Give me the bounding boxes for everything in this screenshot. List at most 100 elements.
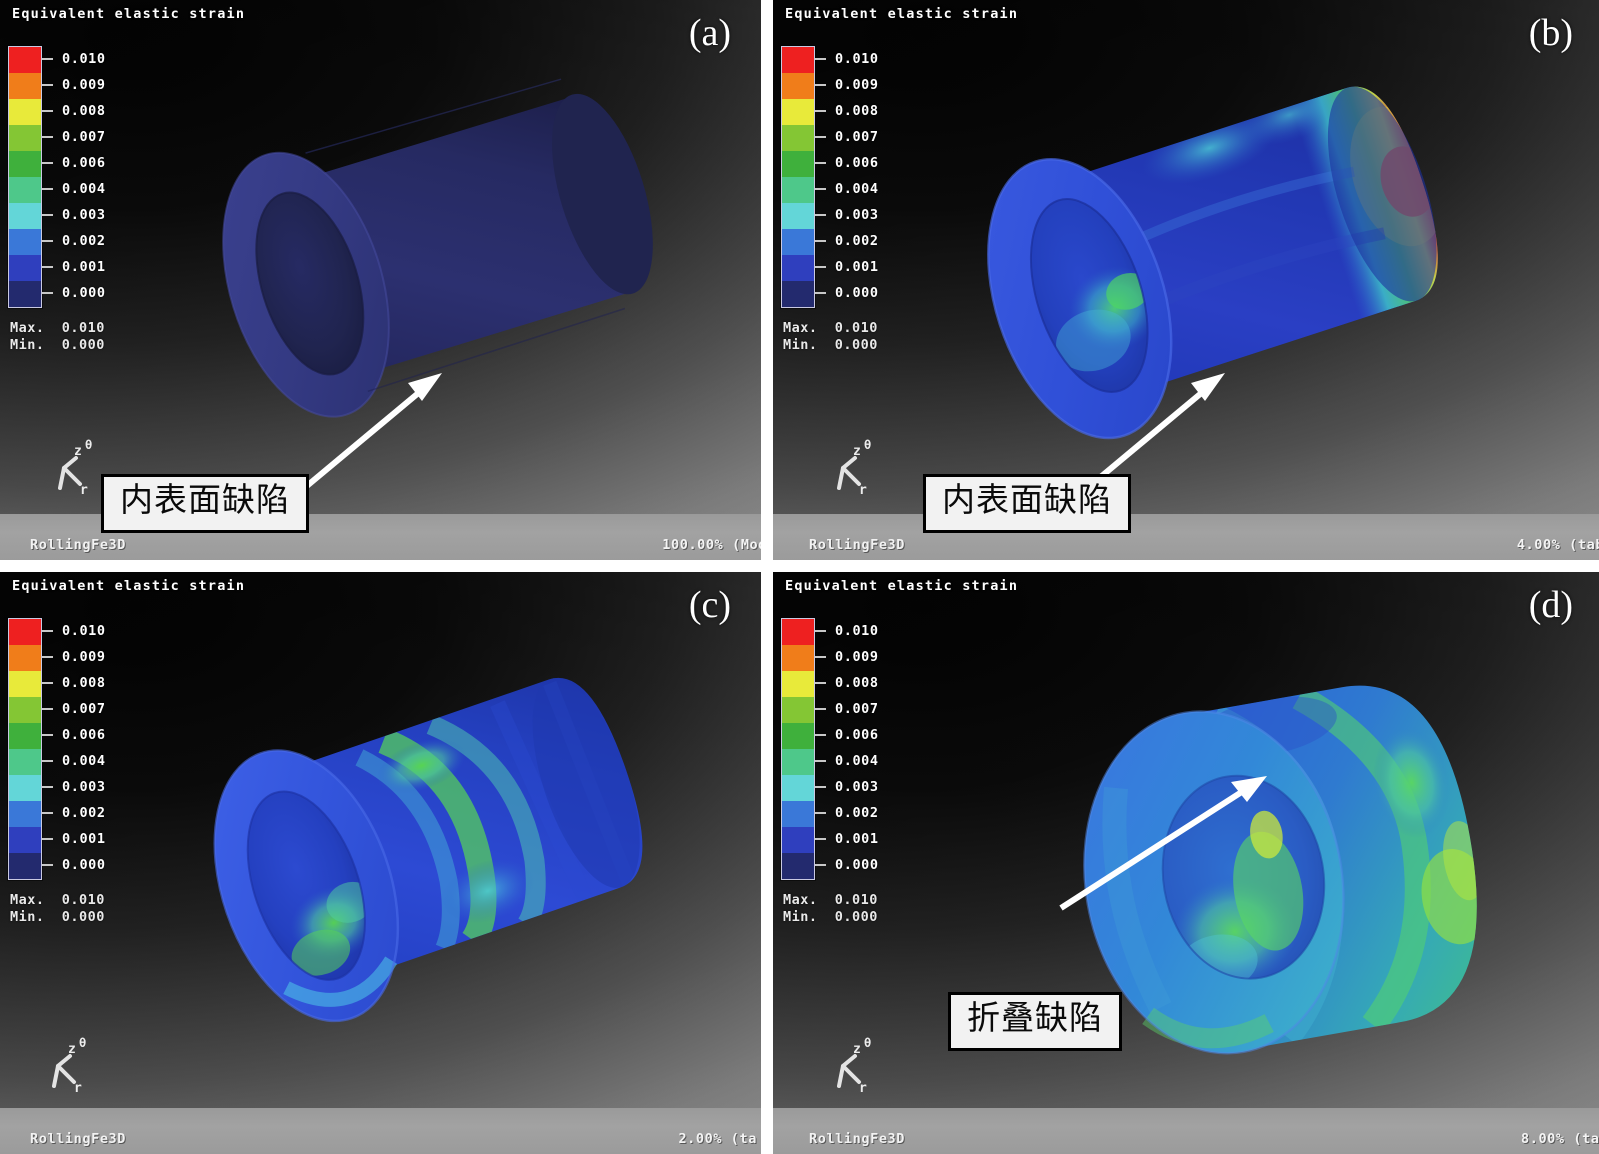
tick-dash-icon [42,682,53,684]
annotation-b: 内表面缺陷 [923,474,1131,533]
tick-label: 0.008 [62,103,106,119]
colorbar-tick-5: 0.004 [815,753,879,769]
min-label: Min. [10,337,45,353]
tick-dash-icon [42,786,53,788]
colorbar-tick-5: 0.004 [815,181,879,197]
colorbar-swatch-2 [9,99,41,125]
svg-text:r: r [859,483,867,498]
tick-dash-icon [815,292,826,294]
legend-a: Equivalent elastic strain 0.010 0.009 0.00… [8,6,245,354]
tick-dash-icon [42,188,53,190]
colorbar-tick-9: 0.000 [42,285,106,301]
tick-dash-icon [42,656,53,658]
colorbar-tick-5: 0.004 [42,753,106,769]
axis-triad-icon: z θ r [825,1034,887,1096]
max-label: Max. [783,892,818,908]
tick-dash-icon [42,630,53,632]
tick-label: 0.010 [835,623,879,639]
tick-label: 0.009 [835,77,879,93]
colorbar-tick-1: 0.009 [815,649,879,665]
colorbar-tick-6: 0.003 [42,779,106,795]
gutter-center [761,560,773,572]
colorbar-tick-2: 0.008 [42,675,106,691]
colorbar [8,618,42,880]
tick-dash-icon [815,630,826,632]
colorbar-swatch-8 [9,827,41,853]
tick-label: 0.010 [835,51,879,67]
colorbar-tick-7: 0.002 [42,233,106,249]
gutter-horizontal-left [0,560,761,572]
max-value: 0.010 [834,892,878,908]
max-value: 0.010 [61,892,105,908]
legend-minmax: Max. 0.010 Min. 0.000 [10,892,245,926]
model-b [773,0,1599,560]
panel-letter-b: (b) [1528,12,1573,54]
colorbar-swatch-7 [9,801,41,827]
colorbar-swatch-6 [9,203,41,229]
colorbar-tick-2: 0.008 [815,675,879,691]
solver-name: RollingFe3D [30,1131,127,1147]
tick-dash-icon [815,864,826,866]
min-value: 0.000 [61,909,105,925]
panel-d[interactable]: Equivalent elastic strain 0.010 0.009 0.00… [773,572,1599,1154]
colorbar-tick-4: 0.006 [42,155,106,171]
statusbar-c: RollingFe3D 2.00% (ta [0,1108,761,1154]
colorbar-swatch-0 [782,619,814,645]
tick-label: 0.001 [835,831,879,847]
legend-b: Equivalent elastic strain 0.010 0.009 0.00… [781,6,1018,354]
colorbar-swatch-1 [782,645,814,671]
tick-label: 0.009 [62,77,106,93]
colorbar-swatch-0 [782,47,814,73]
tick-dash-icon [42,214,53,216]
colorbar-swatch-2 [782,671,814,697]
colorbar-swatch-9 [9,853,41,879]
max-label: Max. [10,320,45,336]
panel-letter-c: (c) [688,584,731,626]
tick-dash-icon [815,240,826,242]
tick-dash-icon [815,838,826,840]
svg-text:θ: θ [864,438,871,452]
colorbar-swatch-9 [9,281,41,307]
tick-dash-icon [815,656,826,658]
tick-label: 0.008 [62,675,106,691]
tick-label: 0.000 [835,285,879,301]
colorbar-tick-3: 0.007 [815,129,879,145]
tick-label: 0.004 [62,753,106,769]
tick-dash-icon [815,812,826,814]
min-label: Min. [783,909,818,925]
colorbar [781,46,815,308]
colorbar-tick-3: 0.007 [42,701,106,717]
min-value: 0.000 [834,337,878,353]
legend-d: Equivalent elastic strain 0.010 0.009 0.00… [781,578,1018,926]
panel-a[interactable]: Equivalent elastic strain 0.010 0.009 0.00… [0,0,761,560]
colorbar-swatch-0 [9,47,41,73]
colorbar-ticks: 0.010 0.009 0.008 0.007 0.006 0.004 0.003 0.002… [815,46,965,306]
colorbar-swatch-5 [782,177,814,203]
panel-c[interactable]: Equivalent elastic strain 0.010 0.009 0.00… [0,572,761,1154]
colorbar-swatch-9 [782,853,814,879]
tick-dash-icon [42,240,53,242]
colorbar-swatch-1 [9,73,41,99]
colorbar-swatch-1 [9,645,41,671]
panel-b[interactable]: Equivalent elastic strain 0.010 0.009 0.00… [773,0,1599,560]
reduction-readout: 4.00% (tablepr [1516,537,1599,553]
tick-dash-icon [815,734,826,736]
tick-label: 0.001 [62,831,106,847]
tick-dash-icon [815,682,826,684]
svg-text:z: z [853,444,861,459]
colorbar-swatch-4 [9,151,41,177]
tick-label: 0.001 [835,259,879,275]
colorbar-tick-4: 0.006 [42,727,106,743]
colorbar-tick-8: 0.001 [42,831,106,847]
axis-triad-icon: z θ r [825,436,887,498]
colorbar-tick-6: 0.003 [815,207,879,223]
tick-label: 0.003 [835,207,879,223]
model-a [0,0,761,560]
colorbar-swatch-4 [782,151,814,177]
callout-arrow-a [294,373,442,498]
colorbar-tick-9: 0.000 [815,285,879,301]
colorbar-swatch-8 [782,827,814,853]
tick-dash-icon [42,760,53,762]
colorbar-tick-9: 0.000 [815,857,879,873]
colorbar-swatch-3 [9,125,41,151]
